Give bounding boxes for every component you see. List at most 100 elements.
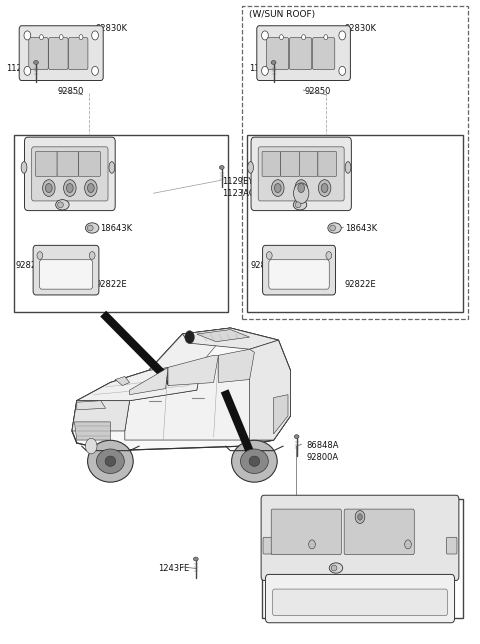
FancyBboxPatch shape [273, 589, 447, 616]
Polygon shape [149, 328, 230, 370]
Polygon shape [182, 328, 278, 349]
Ellipse shape [109, 162, 115, 173]
Polygon shape [77, 401, 106, 410]
FancyBboxPatch shape [312, 37, 335, 70]
Polygon shape [250, 340, 290, 440]
Circle shape [275, 184, 281, 193]
Circle shape [262, 66, 268, 75]
Circle shape [92, 31, 98, 40]
Circle shape [84, 180, 97, 196]
FancyBboxPatch shape [36, 151, 57, 176]
Ellipse shape [87, 440, 133, 482]
Text: (W/SUN ROOF): (W/SUN ROOF) [249, 10, 315, 19]
Ellipse shape [295, 202, 301, 207]
Circle shape [298, 184, 305, 193]
FancyBboxPatch shape [24, 137, 115, 211]
Polygon shape [77, 363, 202, 401]
Polygon shape [115, 377, 130, 386]
Text: 18645E: 18645E [350, 564, 382, 573]
Text: 1129EA: 1129EA [249, 64, 281, 73]
Circle shape [37, 252, 43, 260]
Circle shape [295, 180, 308, 196]
Polygon shape [72, 401, 130, 431]
Polygon shape [168, 355, 218, 386]
Text: 92850: 92850 [305, 87, 331, 96]
Circle shape [66, 184, 73, 193]
Text: 92822E: 92822E [96, 280, 128, 289]
Circle shape [326, 252, 332, 260]
FancyBboxPatch shape [57, 151, 79, 176]
Bar [262, 499, 463, 618]
Text: 1129EA: 1129EA [6, 64, 38, 73]
FancyBboxPatch shape [32, 147, 108, 201]
Polygon shape [125, 349, 290, 440]
Ellipse shape [240, 449, 268, 473]
Ellipse shape [21, 162, 27, 173]
Circle shape [294, 183, 309, 204]
Text: 18643K: 18643K [345, 224, 377, 233]
Ellipse shape [294, 435, 299, 439]
Ellipse shape [193, 557, 198, 561]
Circle shape [355, 511, 365, 524]
Polygon shape [74, 422, 110, 440]
Circle shape [89, 252, 95, 260]
Text: 86848A: 86848A [306, 441, 339, 450]
Ellipse shape [248, 162, 253, 173]
Circle shape [87, 184, 94, 193]
Ellipse shape [219, 166, 224, 169]
Circle shape [24, 66, 31, 75]
Text: 92850: 92850 [58, 87, 84, 96]
Circle shape [358, 514, 362, 520]
Polygon shape [130, 367, 168, 395]
Ellipse shape [271, 61, 276, 64]
Circle shape [324, 35, 328, 40]
FancyBboxPatch shape [258, 147, 344, 201]
Ellipse shape [58, 202, 63, 207]
FancyBboxPatch shape [48, 37, 68, 70]
Text: 92823D: 92823D [15, 261, 48, 270]
FancyBboxPatch shape [281, 151, 300, 176]
FancyBboxPatch shape [271, 509, 341, 554]
Polygon shape [218, 349, 254, 383]
FancyBboxPatch shape [257, 26, 350, 80]
Ellipse shape [328, 223, 341, 233]
Circle shape [405, 540, 411, 549]
FancyBboxPatch shape [262, 151, 281, 176]
FancyBboxPatch shape [289, 37, 312, 70]
FancyBboxPatch shape [79, 151, 100, 176]
Bar [14, 135, 228, 312]
FancyBboxPatch shape [29, 37, 48, 70]
Text: 92830K: 92830K [345, 24, 377, 33]
Ellipse shape [105, 456, 116, 466]
Text: 92800A: 92800A [306, 453, 338, 462]
FancyBboxPatch shape [261, 495, 459, 580]
FancyBboxPatch shape [266, 37, 289, 70]
Circle shape [24, 31, 31, 40]
Circle shape [85, 439, 97, 454]
Ellipse shape [85, 223, 99, 233]
Circle shape [39, 35, 43, 40]
Text: 18643K: 18643K [100, 224, 132, 233]
Ellipse shape [330, 225, 336, 231]
Ellipse shape [34, 61, 38, 64]
FancyBboxPatch shape [33, 245, 99, 295]
Text: 1129EY: 1129EY [222, 177, 253, 186]
FancyBboxPatch shape [300, 151, 318, 176]
Circle shape [60, 35, 63, 40]
Circle shape [309, 540, 315, 549]
FancyBboxPatch shape [318, 151, 336, 176]
Text: 92823D: 92823D [251, 261, 284, 270]
Text: 1243FE: 1243FE [158, 564, 190, 573]
Ellipse shape [249, 456, 260, 466]
Circle shape [43, 180, 55, 196]
Text: 18643K: 18643K [23, 200, 55, 209]
FancyBboxPatch shape [263, 245, 336, 295]
Circle shape [79, 35, 83, 40]
Ellipse shape [87, 225, 93, 231]
Bar [242, 6, 468, 319]
Bar [247, 135, 463, 312]
Circle shape [63, 180, 76, 196]
FancyBboxPatch shape [265, 574, 455, 623]
Circle shape [46, 184, 52, 193]
Text: 92836: 92836 [350, 596, 377, 605]
